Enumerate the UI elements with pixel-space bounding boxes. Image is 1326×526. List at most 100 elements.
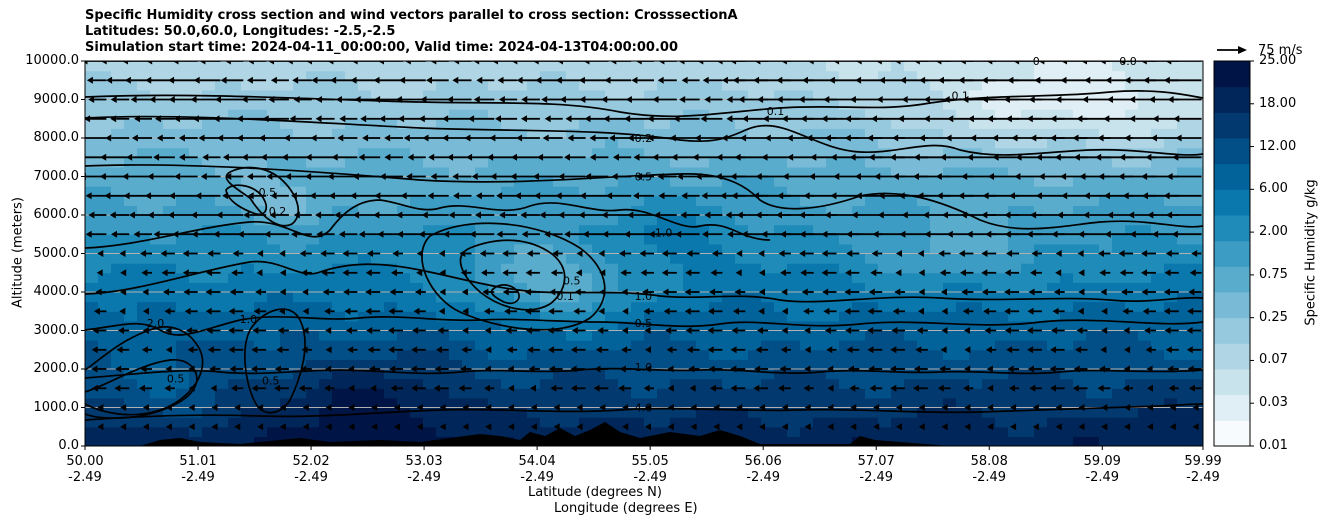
field-cell (475, 359, 489, 370)
field-cell (319, 378, 333, 389)
field-cell (1190, 234, 1203, 245)
field-cell (150, 118, 164, 129)
field-cell (345, 349, 359, 360)
field-cell (722, 426, 736, 437)
wind-arrow (286, 61, 312, 65)
field-cell (475, 195, 489, 206)
field-cell (514, 359, 528, 370)
field-cell (527, 243, 541, 255)
field-cell (1190, 272, 1203, 283)
field-cell (150, 311, 164, 322)
field-cell (982, 340, 996, 351)
field-cell (696, 99, 710, 110)
field-cell (1086, 378, 1100, 389)
field-cell (1073, 436, 1087, 446)
field-cell (137, 118, 151, 129)
field-cell (514, 311, 528, 322)
field-cell (488, 272, 502, 283)
field-cell (1021, 378, 1035, 389)
field-cell (1021, 359, 1035, 370)
field-cell (384, 330, 398, 341)
field-cell (514, 243, 528, 255)
field-cell (1151, 263, 1165, 274)
field-cell (1073, 70, 1087, 81)
field-cell (982, 157, 996, 168)
field-cell (1034, 292, 1048, 303)
field-cell (293, 128, 307, 139)
field-cell (1151, 436, 1165, 446)
field-cell (332, 195, 346, 206)
field-cell (839, 215, 853, 226)
field-cell (540, 349, 554, 360)
wind-arrow (645, 423, 651, 431)
field-cell (254, 147, 268, 158)
field-cell (306, 147, 320, 158)
field-cell (865, 388, 879, 399)
field-cell (969, 253, 983, 264)
field-cell (410, 195, 424, 206)
field-cell (514, 138, 528, 149)
field-cell (1021, 195, 1035, 206)
field-cell (1008, 138, 1022, 149)
field-cell (293, 80, 307, 91)
wind-arrow (416, 250, 423, 257)
colorbar-segment (1214, 86, 1250, 113)
field-cell (319, 417, 333, 428)
field-cell (605, 397, 619, 409)
field-cell (371, 61, 385, 72)
field-cell (267, 99, 281, 110)
field-cell (241, 80, 255, 91)
field-cell (332, 128, 346, 139)
field-cell (137, 138, 151, 149)
field-cell (319, 253, 333, 264)
field-cell (917, 176, 931, 187)
field-cell (1008, 234, 1022, 245)
field-cell (189, 61, 203, 72)
wind-arrow (222, 153, 244, 161)
wind-arrow (601, 211, 632, 219)
field-cell (826, 89, 840, 101)
field-cell (436, 311, 450, 322)
field-cell (475, 99, 489, 110)
field-cell (1125, 359, 1139, 370)
wind-arrow (759, 404, 766, 411)
field-cell (982, 301, 996, 312)
field-cell (865, 311, 879, 322)
field-cell (904, 166, 918, 178)
field-cell (1138, 417, 1152, 428)
field-cell (800, 147, 814, 158)
field-cell (1177, 397, 1191, 409)
field-cell (306, 89, 320, 101)
field-cell (345, 340, 359, 351)
field-cell (774, 70, 788, 81)
wind-arrow (804, 365, 811, 373)
field-cell (1138, 388, 1152, 399)
field-cell (748, 272, 762, 283)
field-cell (1164, 320, 1178, 332)
field-cell (1190, 436, 1203, 446)
wind-arrow (740, 134, 769, 142)
colorbar-tick-label: 25.00 (1259, 53, 1297, 68)
field-cell (800, 118, 814, 129)
field-cell (891, 417, 905, 428)
field-cell (267, 128, 281, 139)
field-cell (176, 426, 190, 437)
field-cell (1138, 301, 1152, 312)
field-cell (501, 243, 515, 255)
field-cell (215, 128, 229, 139)
field-cell (397, 186, 411, 197)
field-cell (228, 311, 242, 322)
field-cell (254, 397, 268, 409)
field-cell (566, 195, 580, 206)
wind-arrow (300, 365, 312, 373)
field-cell (280, 147, 294, 158)
field-cell (436, 166, 450, 178)
field-cell (566, 89, 580, 101)
wind-arrow (917, 250, 924, 257)
wind-arrow (437, 327, 449, 334)
field-cell (176, 272, 190, 283)
field-cell (813, 118, 827, 129)
wind-arrow (686, 250, 700, 257)
field-cell (826, 109, 840, 120)
field-cell (878, 61, 892, 72)
